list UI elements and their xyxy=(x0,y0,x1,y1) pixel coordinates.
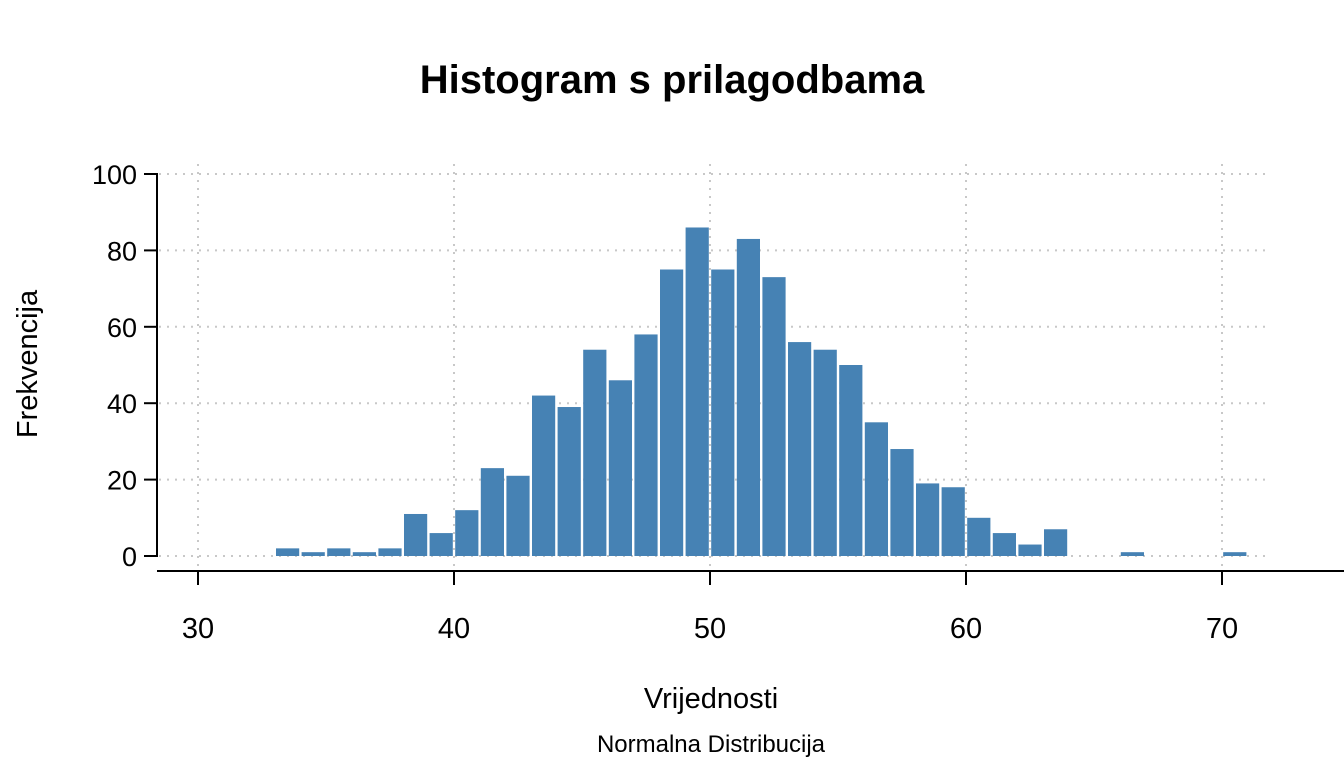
histogram-bar-66 xyxy=(1120,552,1144,556)
histogram-bar-41 xyxy=(480,468,504,556)
histogram-bar-58 xyxy=(916,483,940,556)
histogram-bar-51 xyxy=(736,238,760,556)
histogram-bar-37 xyxy=(378,548,402,556)
histogram-bar-63 xyxy=(1044,529,1068,556)
histogram-bar-50 xyxy=(711,269,735,556)
histogram-bar-36 xyxy=(352,552,376,556)
histogram-bar-38 xyxy=(404,513,428,556)
histogram-bar-52 xyxy=(762,277,786,556)
histogram-bar-56 xyxy=(864,422,888,556)
histogram-bar-61 xyxy=(992,533,1016,556)
y-tick-label-40: 40 xyxy=(107,389,137,419)
histogram-bar-55 xyxy=(839,365,863,556)
x-tick-label-40: 40 xyxy=(438,613,470,645)
x-axis-title: Vrijednosti xyxy=(643,683,779,715)
histogram-bar-59 xyxy=(941,487,965,556)
histogram-bar-47 xyxy=(634,334,658,556)
y-tick-label-100: 100 xyxy=(92,160,137,190)
histogram-bar-54 xyxy=(813,349,837,556)
y-axis-title: Frekvencija xyxy=(12,289,44,439)
histogram-bar-44 xyxy=(557,407,581,556)
histogram-bar-39 xyxy=(429,533,453,556)
histogram-bar-70 xyxy=(1223,552,1247,556)
x-axis-subtitle: Normalna Distribucija xyxy=(596,731,826,758)
chart-title: Histogram s prilagodbama xyxy=(419,58,925,102)
x-tick-label-30: 30 xyxy=(182,613,214,645)
histogram-bar-49 xyxy=(685,227,709,557)
histogram-bar-42 xyxy=(506,475,530,556)
histogram-bar-53 xyxy=(788,342,812,556)
histogram-bar-46 xyxy=(608,380,632,556)
x-tick-label-50: 50 xyxy=(694,613,726,645)
histogram-bar-40 xyxy=(455,510,479,556)
histogram-bar-48 xyxy=(660,269,684,556)
x-tick-label-70: 70 xyxy=(1206,613,1238,645)
histogram-bar-62 xyxy=(1018,544,1042,556)
y-tick-label-80: 80 xyxy=(107,236,137,266)
histogram-bar-57 xyxy=(890,449,914,556)
histogram-bar-45 xyxy=(583,349,607,556)
histogram-bar-35 xyxy=(327,548,351,556)
histogram-bar-60 xyxy=(967,517,991,556)
histogram-bar-43 xyxy=(532,395,556,556)
y-tick-label-60: 60 xyxy=(107,313,137,343)
x-tick-label-60: 60 xyxy=(950,613,982,645)
y-tick-label-20: 20 xyxy=(107,466,137,496)
histogram-bar-34 xyxy=(301,552,325,556)
y-tick-label-0: 0 xyxy=(122,542,137,572)
histogram-bar-33 xyxy=(276,548,300,556)
